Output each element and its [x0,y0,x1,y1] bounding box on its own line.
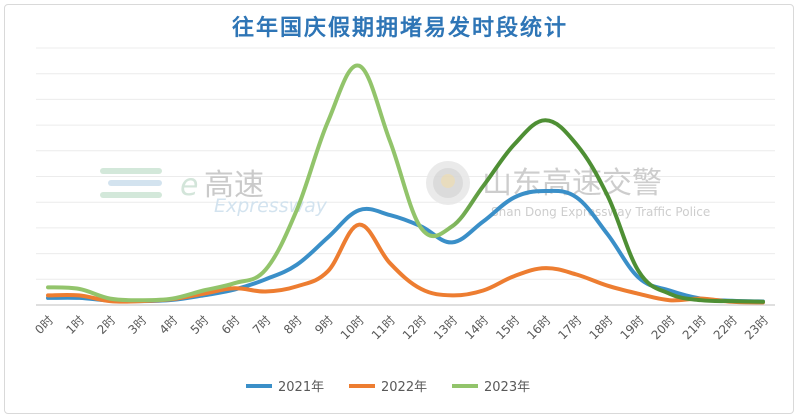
x-tick-label: 9时 [312,313,336,337]
x-tick-label: 5时 [188,313,212,337]
x-tick-label: 13时 [431,313,460,342]
x-tick-label: 18时 [586,313,615,342]
x-tick-label: 1时 [63,313,87,337]
left-watermark-text: 高速 [204,168,264,203]
legend-label: 2022年 [381,380,427,395]
x-tick-label: 0时 [32,313,56,337]
x-tick-label: 3时 [126,313,150,337]
x-tick-label: 20时 [649,313,678,342]
x-tick-label: 19时 [618,313,647,342]
series-lines [46,63,765,305]
x-tick-label: 6时 [219,313,243,337]
left-watermark-e: e [180,168,198,203]
x-tick-label: 23时 [742,313,771,342]
x-tick-label: 17时 [555,313,584,342]
x-tick-label: 14时 [462,313,491,342]
left-watermark-logo: e 高速 Expressway [100,168,328,217]
x-tick-label: 11时 [369,313,398,342]
x-tick-label: 2时 [94,313,118,337]
chart-title: 往年国庆假期拥堵易发时段统计 [231,16,568,41]
x-tick-label: 4时 [157,313,181,337]
x-tick-label: 10时 [338,313,367,342]
left-watermark-sub: Expressway [214,195,328,217]
x-tick-label: 15时 [493,313,522,342]
legend-label: 2021年 [278,380,324,395]
x-tick-label: 22时 [711,313,740,342]
chart-frame [4,4,794,414]
series-line-2022年 [46,222,765,305]
x-tick-label: 21时 [680,313,709,342]
x-tick-label: 12时 [400,313,429,342]
gridlines [36,47,775,306]
x-axis-labels: 0时 1时 2时 3时 4时 5时 6时 7时 8时 9时 10时 11时 12时 13时 14时 15时 16… [32,313,771,342]
x-tick-label: 8时 [281,313,305,337]
legend-label: 2023年 [484,380,530,395]
right-watermark-sub: Shan Dong Expressway Traffic Police [491,205,710,219]
x-tick-label: 7时 [250,313,274,337]
x-tick-label: 16时 [524,313,553,342]
series-line-2023年 [46,63,765,304]
legend: 2021年 2022年 2023年 [246,380,530,395]
